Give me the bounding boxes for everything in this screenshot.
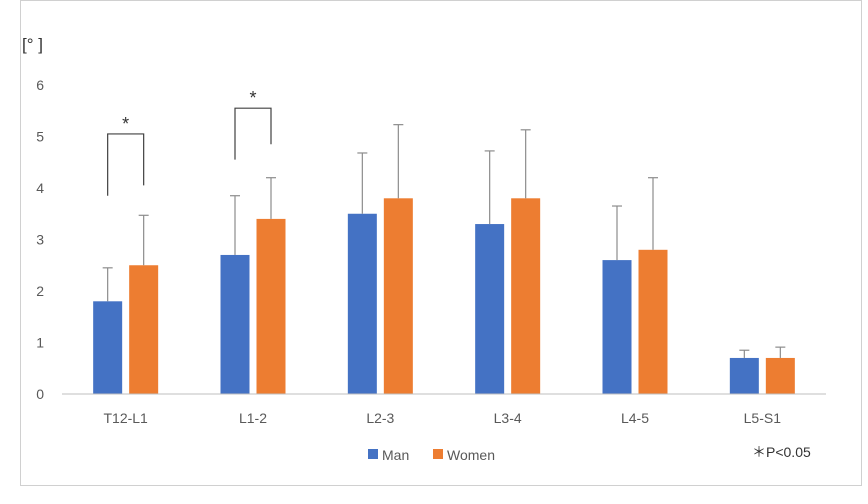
- x-tick-label: L4-5: [621, 410, 649, 426]
- bars: [93, 198, 795, 394]
- chart-border: [20, 0, 862, 486]
- legend-label-women: Women: [447, 447, 495, 463]
- x-tick-label: L3-4: [494, 410, 522, 426]
- y-axis: 0 1 2 3 4 5 6: [36, 77, 44, 402]
- significance-star: *: [122, 114, 129, 134]
- y-tick-label: 2: [36, 283, 44, 299]
- significance-star: *: [249, 88, 256, 108]
- bar-man-t12-l1: [93, 301, 123, 394]
- y-tick-label: 6: [36, 77, 44, 93]
- bar-man-l1-2: [220, 254, 250, 394]
- legend-label-man: Man: [382, 447, 409, 463]
- significance-bracket: [234, 107, 272, 160]
- y-tick-label: 0: [36, 386, 44, 402]
- bar-women-t12-l1: [129, 265, 159, 394]
- bar-man-l2-3: [347, 213, 377, 394]
- x-tick-label: L1-2: [239, 410, 267, 426]
- x-tick-label: L2-3: [366, 410, 394, 426]
- bar-women-l3-4: [511, 198, 541, 394]
- bar-man-l3-4: [475, 224, 505, 394]
- x-tick-label: T12-L1: [103, 410, 148, 426]
- bar-women-l4-5: [638, 249, 668, 394]
- legend: Man Women: [368, 447, 495, 463]
- bar-man-l5-s1: [729, 357, 759, 394]
- bar-women-l2-3: [383, 198, 413, 394]
- y-tick-label: 1: [36, 335, 44, 351]
- legend-swatch-man: [368, 449, 378, 459]
- legend-swatch-women: [433, 449, 443, 459]
- bar-man-l4-5: [602, 260, 632, 394]
- y-tick-label: 3: [36, 232, 44, 248]
- bar-women-l5-s1: [765, 357, 795, 394]
- y-tick-label: 4: [36, 180, 44, 196]
- significance-markers: **: [107, 88, 272, 196]
- footnote: ＊P<0.05: [752, 444, 811, 460]
- x-axis: T12-L1 L1-2 L2-3 L3-4 L4-5 L5-S1: [62, 393, 826, 426]
- significance-bracket: [107, 133, 145, 196]
- bar-women-l1-2: [256, 218, 286, 394]
- error-bars: [102, 124, 786, 358]
- y-tick-label: 5: [36, 129, 44, 145]
- unit-label: [° ]: [22, 35, 43, 54]
- x-tick-label: L5-S1: [744, 410, 782, 426]
